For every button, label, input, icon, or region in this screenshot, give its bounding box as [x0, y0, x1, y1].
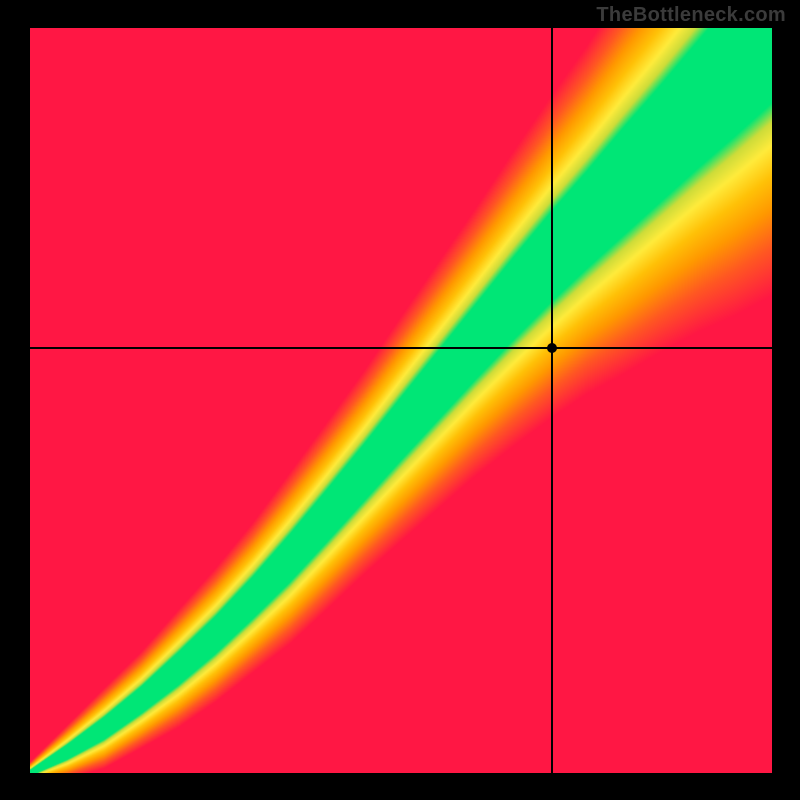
watermark-text: TheBottleneck.com	[596, 4, 786, 27]
crosshair-vertical	[551, 28, 553, 773]
heatmap-canvas	[30, 28, 772, 773]
plot-frame	[30, 28, 772, 773]
crosshair-horizontal	[30, 347, 772, 349]
crosshair-marker	[547, 343, 557, 353]
chart-container: TheBottleneck.com	[0, 0, 800, 800]
